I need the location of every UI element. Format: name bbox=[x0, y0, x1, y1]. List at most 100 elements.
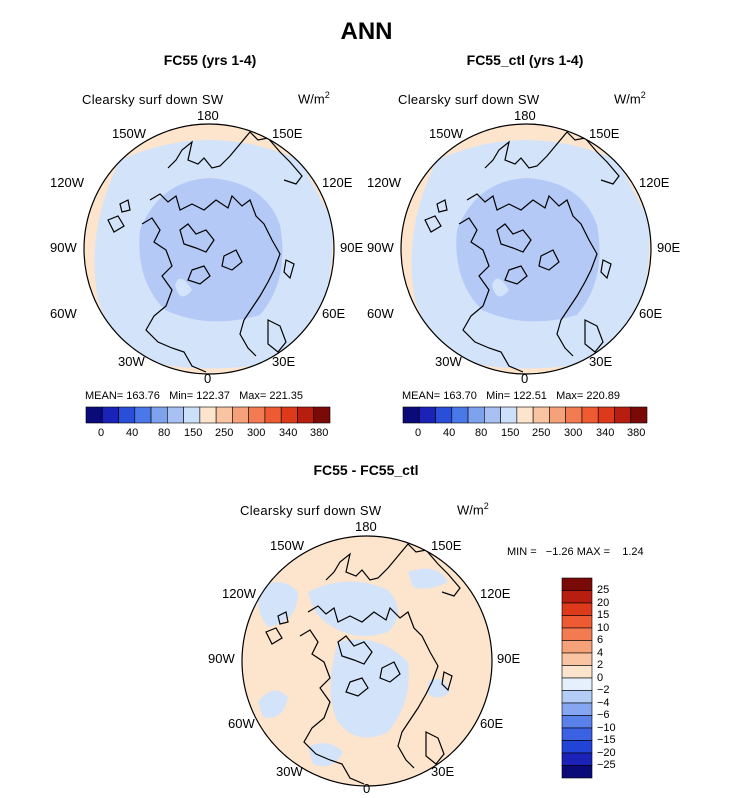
panel1-cb-label-6: 340 bbox=[279, 427, 298, 439]
colorbar-swatch bbox=[183, 406, 201, 424]
panel2-lon-120e: 120E bbox=[639, 175, 670, 190]
panel3-cb-label-10: −6 bbox=[597, 709, 610, 721]
panel3-lon-60e: 60E bbox=[480, 716, 504, 731]
panel2-stats: MEAN= 163.70 Min= 122.51 Max= 220.89 bbox=[402, 390, 620, 402]
panel2-title: FC55_ctl (yrs 1-4) bbox=[466, 52, 584, 68]
colorbar-swatch bbox=[85, 406, 103, 424]
colorbar-swatch bbox=[561, 577, 593, 591]
colorbar-swatch bbox=[467, 406, 485, 424]
panel1-cb-label-1: 40 bbox=[126, 427, 139, 439]
panel3-map-border bbox=[241, 535, 493, 787]
colorbar-swatch bbox=[565, 406, 583, 424]
panel1-lon-150e: 150E bbox=[272, 126, 303, 141]
panel1-title: FC55 (yrs 1-4) bbox=[163, 52, 257, 68]
panel1-coastlines bbox=[107, 131, 303, 373]
panel2-lon-30w: 30W bbox=[435, 354, 462, 369]
colorbar-swatch bbox=[561, 740, 593, 754]
panel3-lon-150e: 150E bbox=[431, 538, 462, 553]
panel1-cb-label-5: 300 bbox=[247, 427, 266, 439]
panel3-neg-region-5 bbox=[258, 690, 288, 718]
panel3-neg-region-7 bbox=[428, 678, 450, 698]
main-title: ANN bbox=[340, 18, 393, 45]
panel3-lon-90w: 90W bbox=[208, 651, 235, 666]
colorbar-swatch bbox=[264, 406, 282, 424]
panel1-lon-150w: 150W bbox=[112, 126, 146, 141]
panel2-lon-90w: 90W bbox=[367, 240, 394, 255]
colorbar-swatch bbox=[435, 406, 453, 424]
panel1-lon-120e: 120E bbox=[322, 175, 353, 190]
colorbar-swatch bbox=[215, 406, 233, 424]
panel1-cb-label-2: 80 bbox=[158, 427, 171, 439]
panel1-lon-0: 0 bbox=[204, 371, 212, 386]
panel1-lon-30e: 30E bbox=[272, 354, 296, 369]
panel3-coastlines bbox=[265, 543, 461, 785]
panel1-lon-30w: 30W bbox=[118, 354, 145, 369]
panel1-field-patch bbox=[175, 278, 192, 297]
panel3-cb-label-3: 10 bbox=[597, 621, 610, 634]
colorbar-swatch bbox=[561, 715, 593, 729]
panel1-cb-label-3: 150 bbox=[184, 427, 203, 439]
panel3-cb-label-6: 2 bbox=[597, 659, 604, 671]
colorbar-swatch bbox=[150, 406, 168, 424]
colorbar-swatch bbox=[561, 602, 593, 616]
colorbar-swatch bbox=[297, 406, 315, 424]
colorbar-swatch bbox=[561, 727, 593, 741]
panel2-units: W/m2 bbox=[614, 90, 646, 107]
panel2-cb-label-7: 380 bbox=[627, 427, 646, 439]
panel1-units: W/m2 bbox=[298, 90, 330, 107]
panel3-neg-region-6 bbox=[308, 743, 343, 767]
colorbar-swatch bbox=[549, 406, 566, 424]
panel2-cb-label-5: 300 bbox=[564, 427, 583, 439]
panel1-cb-label-4: 250 bbox=[215, 427, 234, 439]
panel1-lon-90w: 90W bbox=[50, 240, 77, 255]
panel3-cb-label-7: 0 bbox=[597, 671, 604, 684]
colorbar-swatch bbox=[248, 406, 266, 424]
colorbar-swatch bbox=[630, 406, 648, 424]
panel2-field-patch bbox=[492, 278, 509, 297]
colorbar-swatch bbox=[561, 640, 593, 654]
panel3-neg-region-4 bbox=[408, 568, 448, 589]
colorbar-swatch bbox=[581, 406, 599, 424]
panel2-lon-0: 0 bbox=[521, 371, 529, 386]
panel3-neg-region-3 bbox=[257, 582, 298, 627]
panel2-cb-label-3: 150 bbox=[501, 427, 520, 439]
panel3-cb-label-11: −10 bbox=[597, 721, 616, 734]
panel3-lon-180: 180 bbox=[355, 519, 377, 534]
colorbar-swatch bbox=[614, 406, 632, 424]
colorbar-swatch bbox=[484, 406, 501, 424]
panel1-map-border bbox=[83, 123, 335, 375]
panel2-cb-label-2: 80 bbox=[475, 427, 488, 439]
colorbar-swatch bbox=[597, 406, 615, 424]
panel2-lon-30e: 30E bbox=[589, 354, 613, 369]
colorbar-swatch bbox=[561, 665, 593, 679]
panel1-variable: Clearsky surf down SW bbox=[82, 92, 224, 107]
panel2-lon-60e: 60E bbox=[639, 306, 663, 321]
colorbar-swatch bbox=[561, 690, 593, 704]
panel2-lon-150e: 150E bbox=[589, 126, 620, 141]
panel1-cb-label-0: 0 bbox=[98, 427, 105, 439]
panel1-cb-label-7: 380 bbox=[310, 427, 329, 439]
panel3-stats: MIN = −1.26 MAX = 1.24 bbox=[507, 546, 644, 558]
colorbar-swatch bbox=[516, 406, 534, 424]
panel1-lon-90e: 90E bbox=[340, 240, 364, 255]
panel2-field-low bbox=[456, 178, 600, 322]
panel1-lon-60w: 60W bbox=[50, 306, 77, 321]
panel2-cb-label-6: 340 bbox=[596, 427, 615, 439]
colorbar-swatch bbox=[167, 406, 184, 424]
panel1-colorbar bbox=[85, 406, 331, 424]
panel1-lon-120w: 120W bbox=[50, 175, 84, 190]
panel2-lon-150w: 150W bbox=[429, 126, 463, 141]
panel3-cb-label-9: −4 bbox=[597, 696, 610, 709]
colorbar-swatch bbox=[118, 406, 136, 424]
panel3-lon-60w: 60W bbox=[228, 716, 255, 731]
panel3-units: W/m2 bbox=[457, 501, 489, 518]
colorbar-swatch bbox=[402, 406, 420, 424]
panel2-variable: Clearsky surf down SW bbox=[398, 92, 540, 107]
panel3-map bbox=[241, 535, 493, 787]
panel2-cb-label-4: 250 bbox=[532, 427, 551, 439]
panel3-cb-label-2: 15 bbox=[597, 609, 610, 621]
panel3-lon-30e: 30E bbox=[431, 764, 455, 779]
colorbar-swatch bbox=[134, 406, 152, 424]
panel1-lon-180: 180 bbox=[197, 108, 219, 123]
colorbar-swatch bbox=[280, 406, 298, 424]
